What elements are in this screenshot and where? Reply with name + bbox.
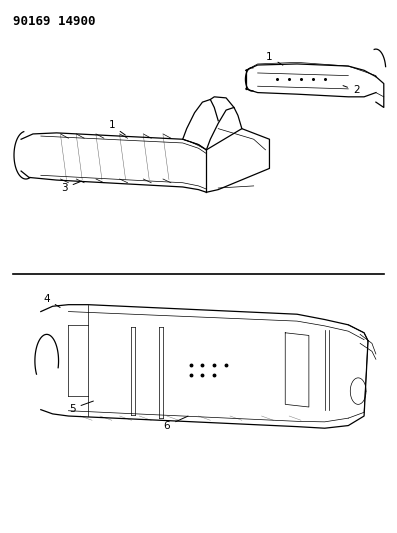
Text: 5: 5 — [69, 401, 93, 414]
Text: 90169 14900: 90169 14900 — [13, 14, 96, 28]
Text: 1: 1 — [108, 120, 125, 135]
Text: 1: 1 — [266, 52, 283, 65]
Text: 3: 3 — [61, 181, 82, 193]
Text: 4: 4 — [43, 294, 60, 308]
Text: 2: 2 — [343, 85, 360, 95]
Text: 6: 6 — [164, 416, 188, 431]
